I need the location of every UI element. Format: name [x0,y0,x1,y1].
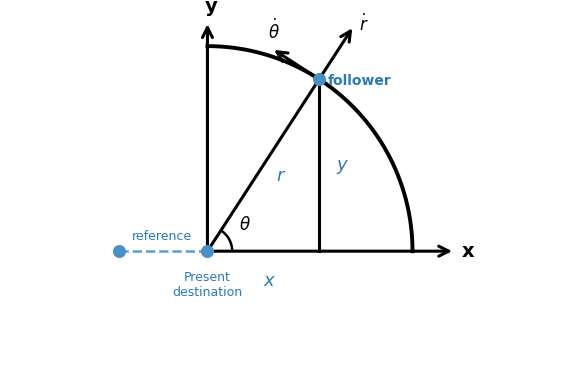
Point [114,248,123,254]
Text: follower: follower [328,74,391,88]
Point [315,76,324,82]
Text: $\theta$: $\theta$ [239,216,251,234]
Text: reference: reference [131,230,192,243]
Text: $\dot{\theta}$: $\dot{\theta}$ [267,19,280,43]
Text: Present
destination: Present destination [172,270,242,298]
Point [203,248,212,254]
Text: y: y [204,0,218,16]
Text: $\dot{r}$: $\dot{r}$ [359,14,369,35]
Text: y: y [337,156,347,174]
Text: x: x [462,242,475,261]
Text: x: x [263,272,274,290]
Text: r: r [276,167,284,185]
